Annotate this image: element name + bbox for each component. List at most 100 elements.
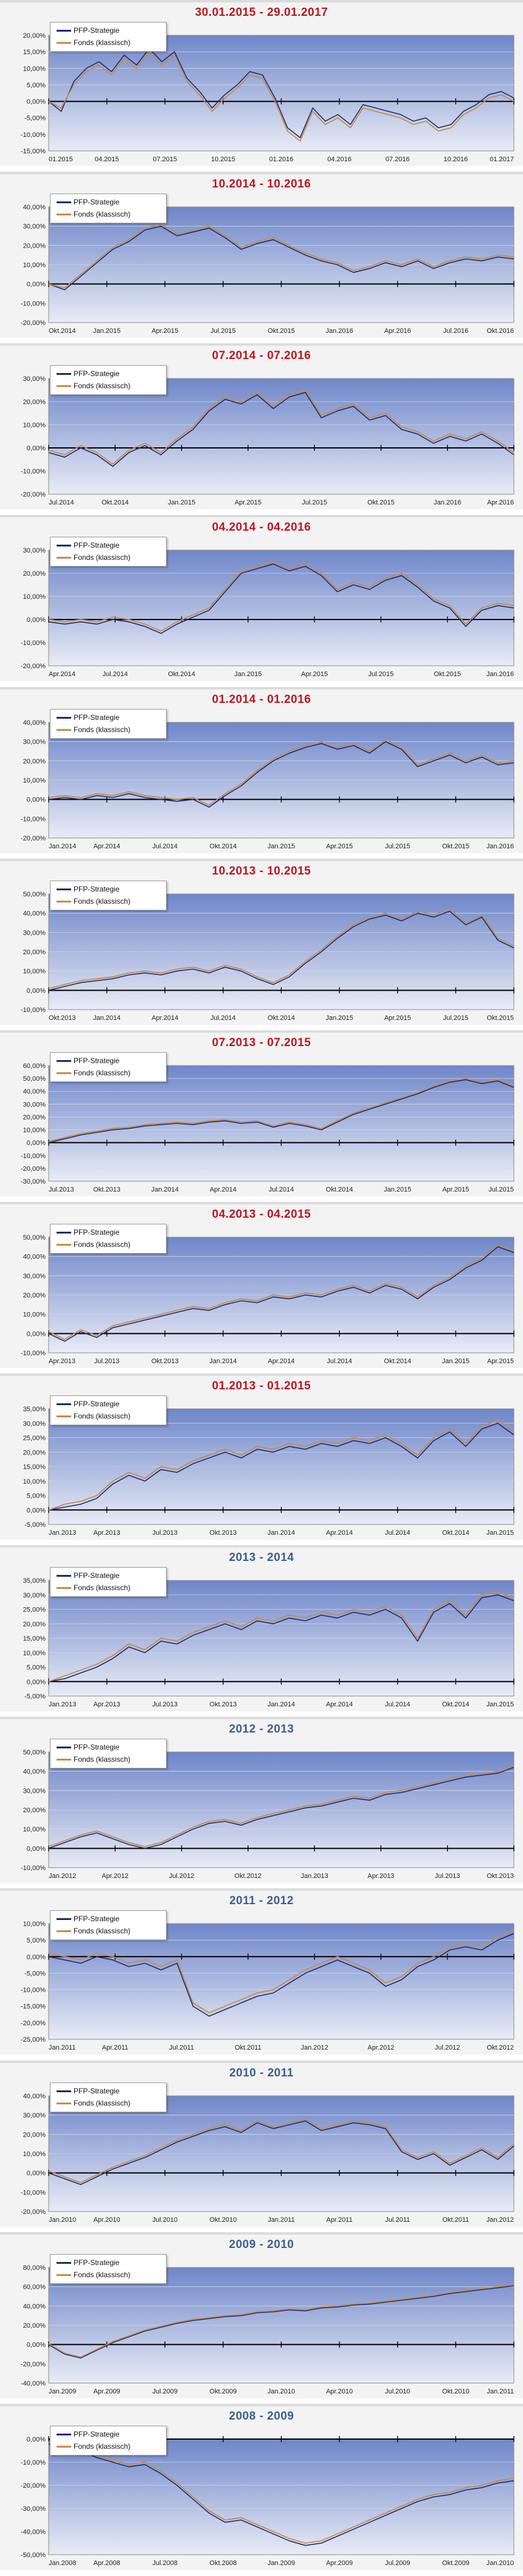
y-tick-label: 20,00% [23, 2131, 46, 2138]
y-tick-label: 0,00% [27, 1678, 46, 1686]
x-tick-label: Jan.2014 [268, 1529, 295, 1537]
y-tick-label: 40,00% [23, 2303, 46, 2310]
x-tick-label: Jan.2013 [301, 1873, 328, 1880]
legend-item-strategy: PFP-Strategie [54, 2085, 162, 2097]
legend-swatch [57, 373, 71, 375]
legend-swatch [57, 385, 71, 388]
legend-swatch [57, 2433, 71, 2435]
x-tick-label: Apr.2014 [326, 1529, 353, 1537]
x-tick-label: Jan.2010 [487, 2560, 514, 2567]
x-tick-label: Okt.2012 [235, 1873, 262, 1880]
x-tick-label: Jan.2011 [49, 2044, 75, 2051]
chart-plot: 0,00% -10,00% -20,00% -30,00% -40,00% -50,00%… [21, 2435, 514, 2567]
legend-item-fund: Fonds (klassisch) [54, 895, 162, 907]
x-tick-label: Jan.2011 [268, 2216, 294, 2224]
panel-divider [0, 1030, 523, 1033]
strategy-series-line [48, 741, 514, 808]
x-tick-label: Jan.2014 [209, 1358, 237, 1365]
legend-swatch [57, 1415, 71, 1418]
x-tick-label: Apr.2014 [151, 1014, 178, 1022]
panel-divider [0, 2060, 523, 2063]
chart-legend: PFP-Strategie Fonds (klassisch) [50, 1223, 167, 1254]
x-tick-label: Jul.2015 [369, 671, 394, 678]
legend-item-fund: Fonds (klassisch) [54, 551, 162, 564]
x-tick-label: Jul.2013 [94, 1358, 120, 1365]
legend-label: Fonds (klassisch) [74, 38, 131, 47]
y-tick-label: -10,00% [21, 1007, 46, 1014]
x-tick-label: Jan.2015 [234, 671, 262, 678]
legend-item-fund: Fonds (klassisch) [54, 208, 162, 220]
chart-legend: PFP-Strategie Fonds (klassisch) [50, 1395, 167, 1426]
x-tick-label: Apr.2015 [235, 499, 262, 506]
x-tick-label: Okt.2015 [442, 843, 469, 850]
y-tick-label: 50,00% [23, 1075, 46, 1083]
x-tick-label: Jan.2015 [268, 843, 295, 850]
fund-series-line [48, 909, 514, 989]
x-tick-label: Apr.2011 [327, 2216, 353, 2224]
y-tick-label: -10,00% [21, 1865, 46, 1872]
y-tick-label: -10,00% [21, 1350, 46, 1357]
chart-panel: 07.2014 - 07.2016 30,00% 20,00% 10,00% 0,00%… [0, 343, 523, 510]
x-tick-label: Okt.2013 [210, 1529, 237, 1537]
chart-legend: PFP-Strategie Fonds (klassisch) [50, 365, 167, 396]
strategy-series-line [48, 2443, 514, 2546]
y-tick-label: 40,00% [23, 204, 46, 211]
y-tick-label: -5,00% [24, 1521, 46, 1529]
y-tick-label: 10,00% [23, 262, 46, 269]
legend-item-fund: Fonds (klassisch) [54, 2097, 162, 2109]
x-tick-label: Apr.2008 [94, 2560, 120, 2567]
y-tick-label: 80,00% [23, 2264, 46, 2272]
y-tick-label: 20,00% [23, 1114, 46, 1121]
legend-item-fund: Fonds (klassisch) [54, 1582, 162, 1594]
plot-area [48, 378, 514, 495]
x-tick-label: Jul.2014 [385, 1701, 410, 1708]
y-tick-label: 40,00% [23, 2093, 46, 2100]
chart-panel: 30.01.2015 - 29.01.2017 20,00% 15,00% 10,00… [0, 0, 523, 166]
y-tick-label: 0,00% [27, 987, 46, 994]
legend-label: Fonds (klassisch) [74, 2098, 131, 2107]
y-tick-label: 60,00% [23, 1063, 46, 1070]
y-tick-label: 10,00% [23, 1126, 46, 1134]
legend-item-strategy: PFP-Strategie [54, 1226, 162, 1238]
chart-plot: 60,00% 50,00% 40,00% 30,00% 20,00% 10,00% 0,00… [21, 1063, 514, 1193]
legend-swatch [57, 2274, 71, 2276]
x-tick-label: Apr.2012 [102, 1873, 128, 1880]
x-tick-label: Okt.2015 [268, 327, 295, 335]
legend-swatch [57, 2102, 71, 2104]
y-tick-label: 10,00% [23, 968, 46, 975]
x-tick-label: Apr.2010 [326, 2388, 353, 2395]
y-tick-label: 0,00% [27, 1846, 46, 1853]
y-tick-label: 20,00% [23, 2322, 46, 2330]
strategy-series-line [48, 1246, 514, 1342]
strategy-series-line [48, 1767, 514, 1849]
fund-series-line [48, 51, 514, 142]
x-tick-label: 04.2016 [327, 156, 352, 163]
y-tick-label: 35,00% [23, 1577, 46, 1585]
legend-item-fund: Fonds (klassisch) [54, 2269, 162, 2281]
chart-legend: PFP-Strategie Fonds (klassisch) [50, 537, 167, 567]
y-tick-label: 30,00% [23, 929, 46, 937]
legend-label: PFP-Strategie [74, 2258, 120, 2267]
x-tick-label: Apr.2013 [94, 1529, 120, 1537]
x-tick-label: Apr.2015 [326, 843, 353, 850]
x-tick-label: Jan.2016 [487, 671, 514, 678]
chart-legend: PFP-Strategie Fonds (klassisch) [50, 880, 167, 910]
legend-item-fund: Fonds (klassisch) [54, 724, 162, 736]
panel-divider [0, 686, 523, 689]
x-tick-label: Okt.2014 [49, 327, 76, 335]
y-tick-label: -5,00% [24, 1970, 46, 1978]
chart-plot: 10,00% 5,00% 0,00% -5,00% -10,00% -15,00% -20,… [21, 1921, 514, 2051]
legend-label: PFP-Strategie [74, 1571, 120, 1580]
y-tick-label: 30,00% [23, 2112, 46, 2119]
x-tick-label: Okt.2009 [210, 2388, 237, 2395]
strategy-series-line [48, 2285, 514, 2359]
y-tick-label: -10,00% [21, 2189, 46, 2196]
y-tick-label: 40,00% [23, 910, 46, 917]
y-tick-label: 30,00% [23, 1788, 46, 1795]
legend-swatch [57, 214, 71, 216]
y-tick-label: -10,00% [21, 131, 46, 139]
fund-series-line [48, 223, 514, 289]
chart-legend: PFP-Strategie Fonds (klassisch) [50, 708, 167, 739]
x-tick-label: Apr.2009 [94, 2388, 120, 2395]
x-tick-label: Okt.2014 [210, 843, 237, 850]
